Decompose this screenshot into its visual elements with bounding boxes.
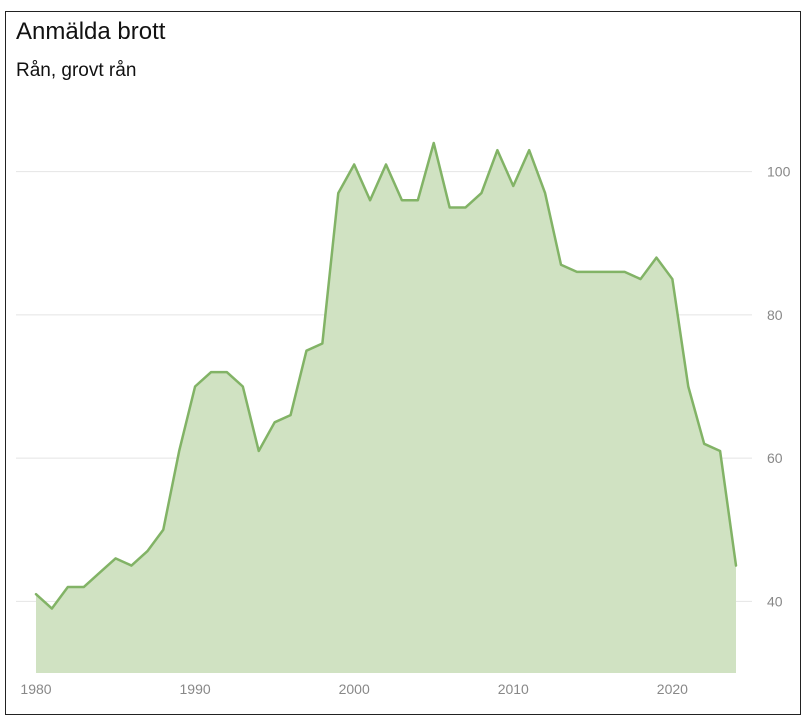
chart-title: Anmälda brott [16, 18, 166, 45]
y-tick-label-40: 40 [767, 593, 783, 609]
y-tick-label-100: 100 [767, 164, 791, 180]
series-line [34, 141, 738, 610]
y-axis-ticks: 40 60 80 100 [767, 164, 791, 610]
data-line [34, 141, 738, 610]
x-tick-label-2000: 2000 [339, 681, 370, 697]
y-tick-label-60: 60 [767, 450, 783, 466]
x-tick-label-1980: 1980 [20, 681, 51, 697]
x-tick-label-2010: 2010 [498, 681, 529, 697]
x-tick-label-2020: 2020 [657, 681, 688, 697]
x-tick-label-1990: 1990 [180, 681, 211, 697]
area-fill [36, 142, 736, 674]
series-area [36, 142, 736, 674]
y-tick-label-80: 80 [767, 307, 783, 323]
x-axis-ticks: 1980 1990 2000 2010 2020 [20, 681, 688, 697]
chart-subtitle: Rån, grovt rån [16, 60, 137, 81]
